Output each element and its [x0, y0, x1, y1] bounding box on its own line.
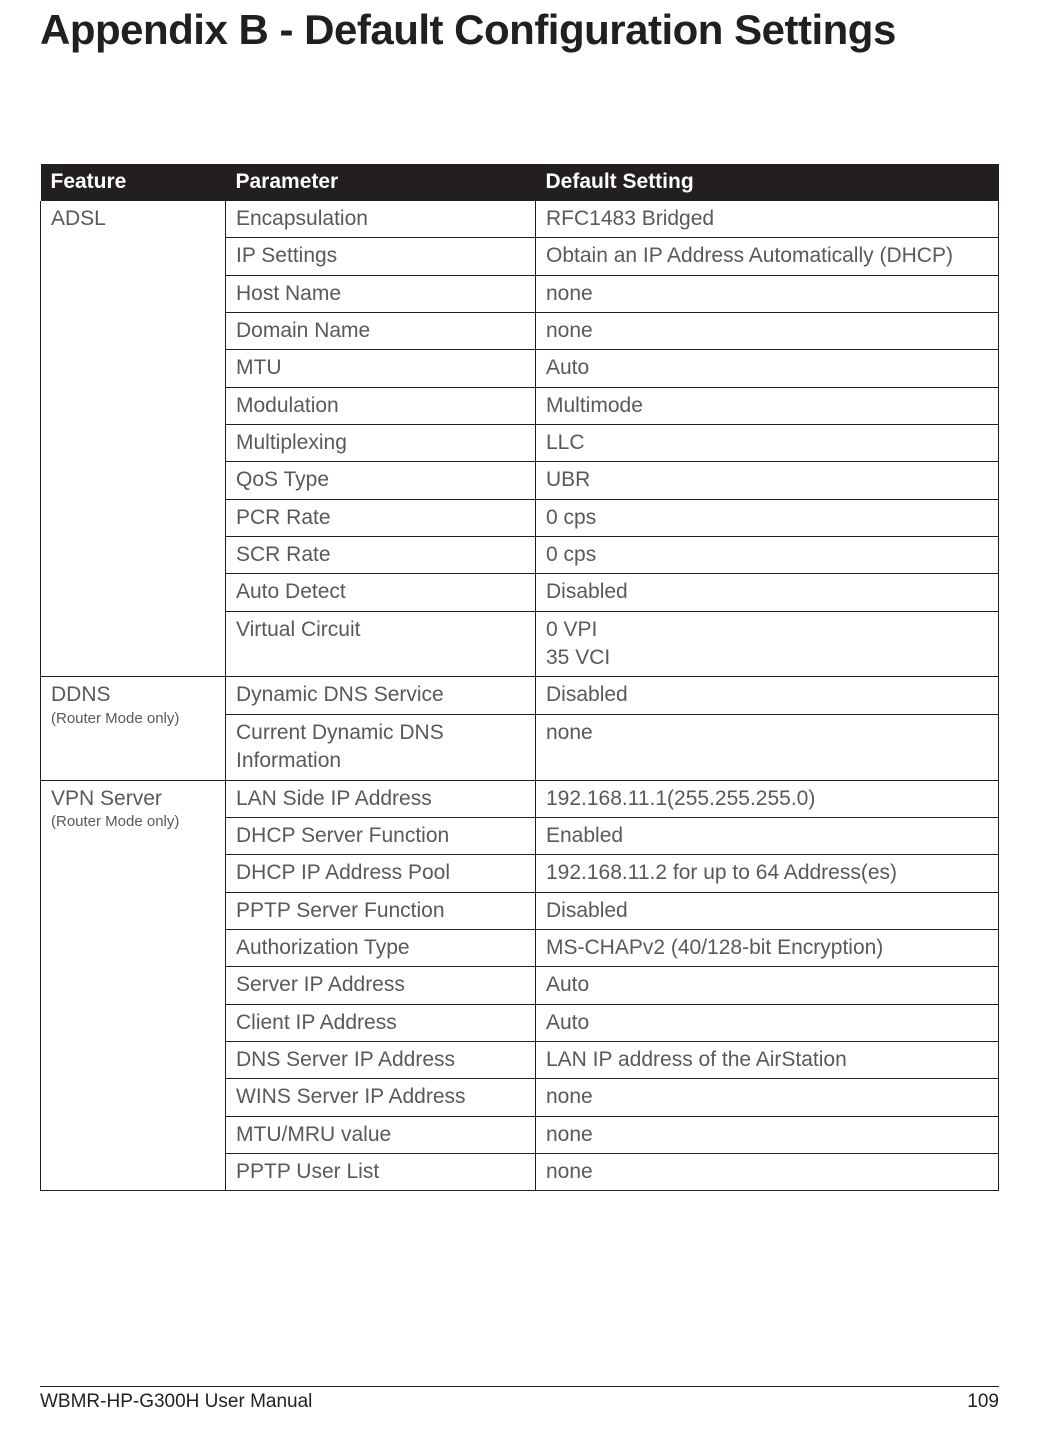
feature-label: VPN Server [51, 787, 162, 810]
parameter-cell: Multiplexing [226, 425, 536, 462]
parameter-cell: MTU/MRU value [226, 1116, 536, 1153]
parameter-cell: Modulation [226, 387, 536, 424]
default-value-cell: Disabled [536, 677, 999, 714]
default-value-cell: RFC1483 Bridged [536, 201, 999, 238]
parameter-cell: Host Name [226, 275, 536, 312]
feature-cell: ADSL [41, 201, 226, 677]
parameter-cell: Encapsulation [226, 201, 536, 238]
parameter-cell: LAN Side IP Address [226, 780, 536, 817]
parameter-cell: PPTP User List [226, 1153, 536, 1190]
default-value-cell: Multimode [536, 387, 999, 424]
parameter-cell: IP Settings [226, 238, 536, 275]
table-header-row: Feature Parameter Default Setting [41, 164, 999, 201]
footer-manual-name: WBMR-HP-G300H User Manual [40, 1391, 312, 1413]
default-value-cell: UBR [536, 462, 999, 499]
header-parameter: Parameter [226, 164, 536, 201]
parameter-cell: Server IP Address [226, 967, 536, 1004]
default-value-cell: 192.168.11.2 for up to 64 Address(es) [536, 855, 999, 892]
default-value-cell: none [536, 1079, 999, 1116]
default-value-cell: 0 cps [536, 499, 999, 536]
default-value-cell: Auto [536, 1004, 999, 1041]
default-value-cell: Auto [536, 350, 999, 387]
parameter-cell: QoS Type [226, 462, 536, 499]
parameter-cell: PCR Rate [226, 499, 536, 536]
parameter-cell: Authorization Type [226, 929, 536, 966]
parameter-cell: Virtual Circuit [226, 611, 536, 677]
parameter-cell: DHCP Server Function [226, 817, 536, 854]
default-value-cell: MS-CHAPv2 (40/128-bit Encryption) [536, 929, 999, 966]
table-row: ADSL EncapsulationRFC1483 Bridged [41, 201, 999, 238]
feature-subnote: (Router Mode only) [51, 813, 215, 831]
default-value-cell: none [536, 313, 999, 350]
page-footer: WBMR-HP-G300H User Manual 109 [40, 1386, 999, 1413]
default-value-cell: Disabled [536, 892, 999, 929]
header-feature: Feature [41, 164, 226, 201]
parameter-cell: Client IP Address [226, 1004, 536, 1041]
default-value-cell: none [536, 275, 999, 312]
default-value-cell: Enabled [536, 817, 999, 854]
footer-page-number: 109 [967, 1391, 999, 1413]
parameter-cell: Current Dynamic DNS Information [226, 714, 536, 780]
parameter-cell: PPTP Server Function [226, 892, 536, 929]
default-value-cell: none [536, 1116, 999, 1153]
default-value-cell: 192.168.11.1(255.255.255.0) [536, 780, 999, 817]
default-value-cell: Auto [536, 967, 999, 1004]
default-value-cell: Disabled [536, 574, 999, 611]
parameter-cell: Domain Name [226, 313, 536, 350]
default-value-cell: Obtain an IP Address Automatically (DHCP… [536, 238, 999, 275]
table-row: VPN Server(Router Mode only)LAN Side IP … [41, 780, 999, 817]
parameter-cell: Dynamic DNS Service [226, 677, 536, 714]
parameter-cell: SCR Rate [226, 537, 536, 574]
feature-label: DDNS [51, 683, 111, 706]
parameter-cell: MTU [226, 350, 536, 387]
parameter-cell: WINS Server IP Address [226, 1079, 536, 1116]
default-value-cell: none [536, 1153, 999, 1190]
parameter-cell: DHCP IP Address Pool [226, 855, 536, 892]
default-value-cell: LAN IP address of the AirStation [536, 1041, 999, 1078]
default-value-cell: 0 cps [536, 537, 999, 574]
config-table: Feature Parameter Default Setting ADSL En… [40, 164, 999, 1191]
parameter-cell: DNS Server IP Address [226, 1041, 536, 1078]
table-row: DDNS(Router Mode only)Dynamic DNS Servic… [41, 677, 999, 714]
default-value-cell: LLC [536, 425, 999, 462]
feature-subnote: (Router Mode only) [51, 710, 215, 728]
default-value-cell: none [536, 714, 999, 780]
page-title: Appendix B - Default Configuration Setti… [40, 6, 999, 54]
parameter-cell: Auto Detect [226, 574, 536, 611]
feature-label: ADSL [51, 207, 106, 230]
header-default: Default Setting [536, 164, 999, 201]
feature-cell: DDNS (Router Mode only) [41, 677, 226, 780]
default-value-cell: 0 VPI35 VCI [536, 611, 999, 677]
feature-cell: VPN Server (Router Mode only) [41, 780, 226, 1191]
